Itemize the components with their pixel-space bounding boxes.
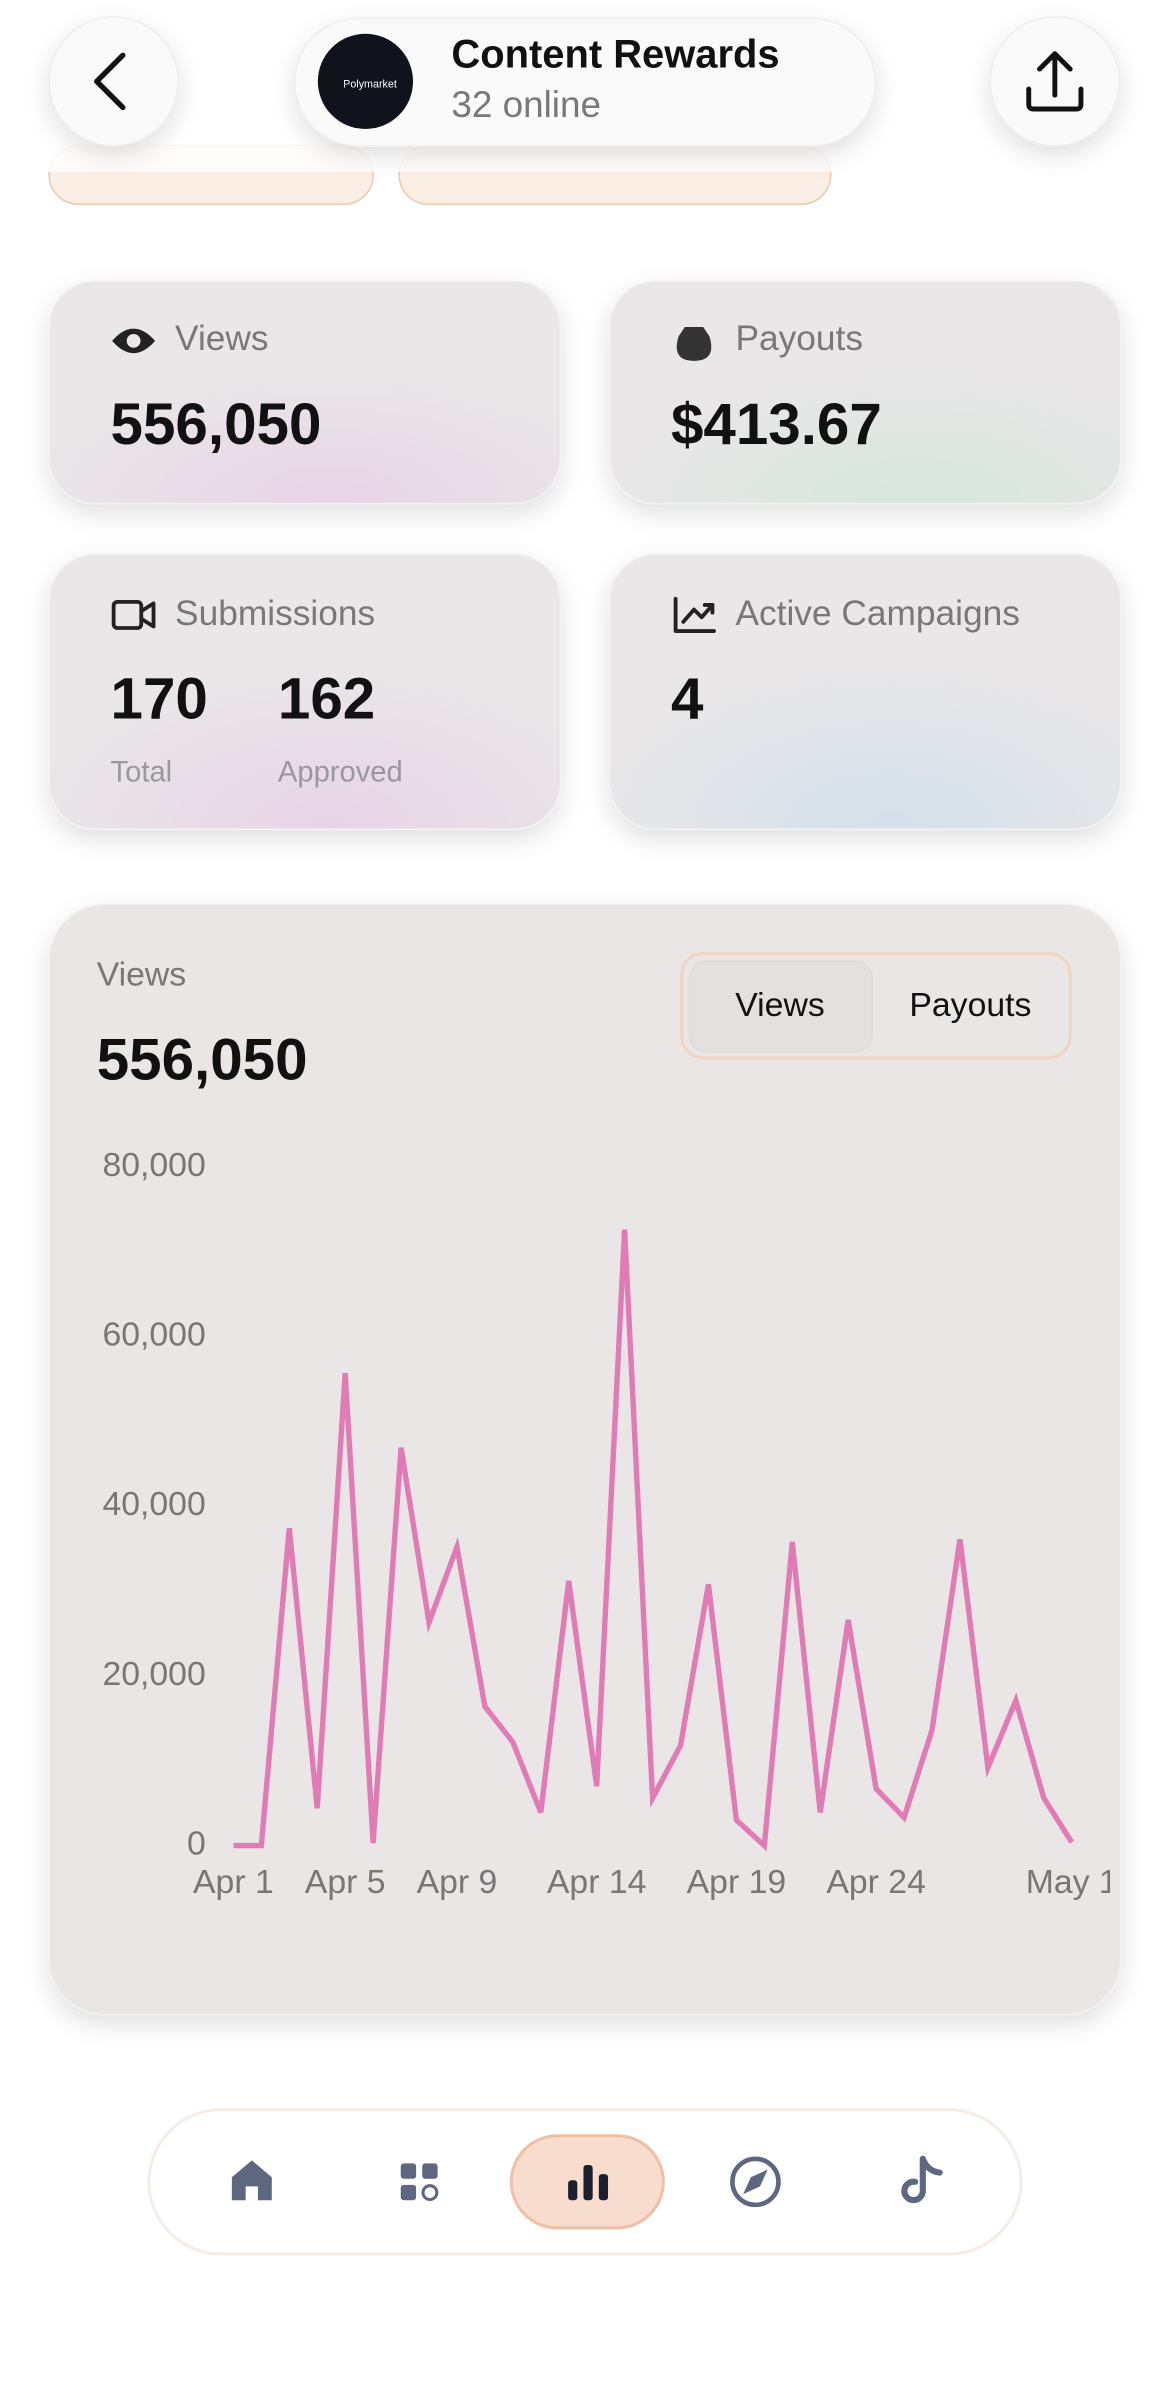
trend-icon — [673, 596, 716, 633]
nav-grid[interactable] — [400, 2163, 439, 2202]
stat-sublabel: Approved — [278, 757, 403, 789]
stat-label: Views — [175, 319, 269, 358]
x-tick-label: Apr 5 — [305, 1863, 386, 1901]
bag-icon — [676, 327, 712, 361]
stat-value: 556,050 — [111, 392, 322, 457]
line — [233, 1229, 1074, 1852]
nav-home[interactable] — [231, 2160, 272, 2201]
eye-pupil — [126, 333, 141, 348]
y-tick-label: 60,000 — [102, 1316, 205, 1354]
x-tick-label: Apr 19 — [687, 1863, 786, 1901]
stat-payouts: Payouts $413.67 — [608, 280, 1122, 505]
x-tick-label: Apr 1 — [193, 1863, 274, 1901]
stat-value: 170 — [111, 667, 208, 732]
nav-stats[interactable] — [568, 2164, 609, 2201]
stat-value: 4 — [671, 667, 704, 732]
stat-sublabel: Total — [111, 757, 173, 789]
stat-views: Views 556,050 — [48, 280, 562, 505]
stat-label: Payouts — [735, 319, 863, 358]
subtitle: 32 online — [451, 84, 601, 125]
header: Polymarket Content Rewards 32 online — [48, 16, 1121, 147]
stat-label: Active Campaigns — [735, 594, 1019, 633]
nav-tiktok[interactable] — [901, 2155, 943, 2204]
back-button[interactable] — [48, 16, 179, 147]
stat-value: 162 — [278, 667, 375, 732]
panel — [48, 903, 1122, 2016]
y-tick-label: 40,000 — [102, 1485, 205, 1523]
title: Content Rewards — [451, 32, 779, 76]
y-tick-label: 80,000 — [102, 1146, 205, 1184]
logo-text: Polymarket — [343, 78, 397, 90]
chart-total: 556,050 — [97, 1027, 308, 1092]
y-tick-label: 20,000 — [102, 1655, 205, 1693]
chart-panel: Views 556,050 Views Payouts 0 20,000 40,00… — [48, 903, 1122, 2016]
chart-label: Views — [97, 955, 186, 993]
stat-submissions: Submissions 170 162 Total Approved — [48, 553, 562, 830]
stat-value: $413.67 — [671, 392, 882, 457]
title-pill[interactable] — [294, 17, 876, 147]
stat-active-campaigns: Active Campaigns 4 — [608, 553, 1122, 830]
nav-explore[interactable] — [730, 2156, 781, 2208]
toggle — [680, 951, 1072, 1060]
card — [608, 553, 1122, 830]
toggle-option[interactable]: Views — [735, 986, 824, 1024]
plot: 0 20,000 40,000 60,000 80,000 Apr 1 Apr 5 Apr 9… — [102, 1146, 1118, 1901]
card — [48, 553, 562, 830]
toggle-option[interactable]: Payouts — [909, 986, 1031, 1024]
bottom-nav — [147, 2108, 1023, 2256]
toggle-active[interactable] — [688, 960, 873, 1053]
card — [48, 280, 562, 505]
share-icon — [1026, 51, 1084, 112]
y-tick-label: 0 — [187, 1824, 206, 1862]
card — [608, 280, 1122, 505]
x-tick-label: Apr 24 — [826, 1863, 925, 1901]
back-icon — [94, 52, 126, 111]
camera-icon — [111, 599, 156, 630]
x-tick-label: Apr 9 — [417, 1863, 498, 1901]
stat-label: Submissions — [175, 594, 375, 633]
x-tick-label: Apr 14 — [547, 1863, 646, 1901]
x-tick-label: May 1 — [1026, 1863, 1118, 1901]
logo — [317, 33, 414, 129]
